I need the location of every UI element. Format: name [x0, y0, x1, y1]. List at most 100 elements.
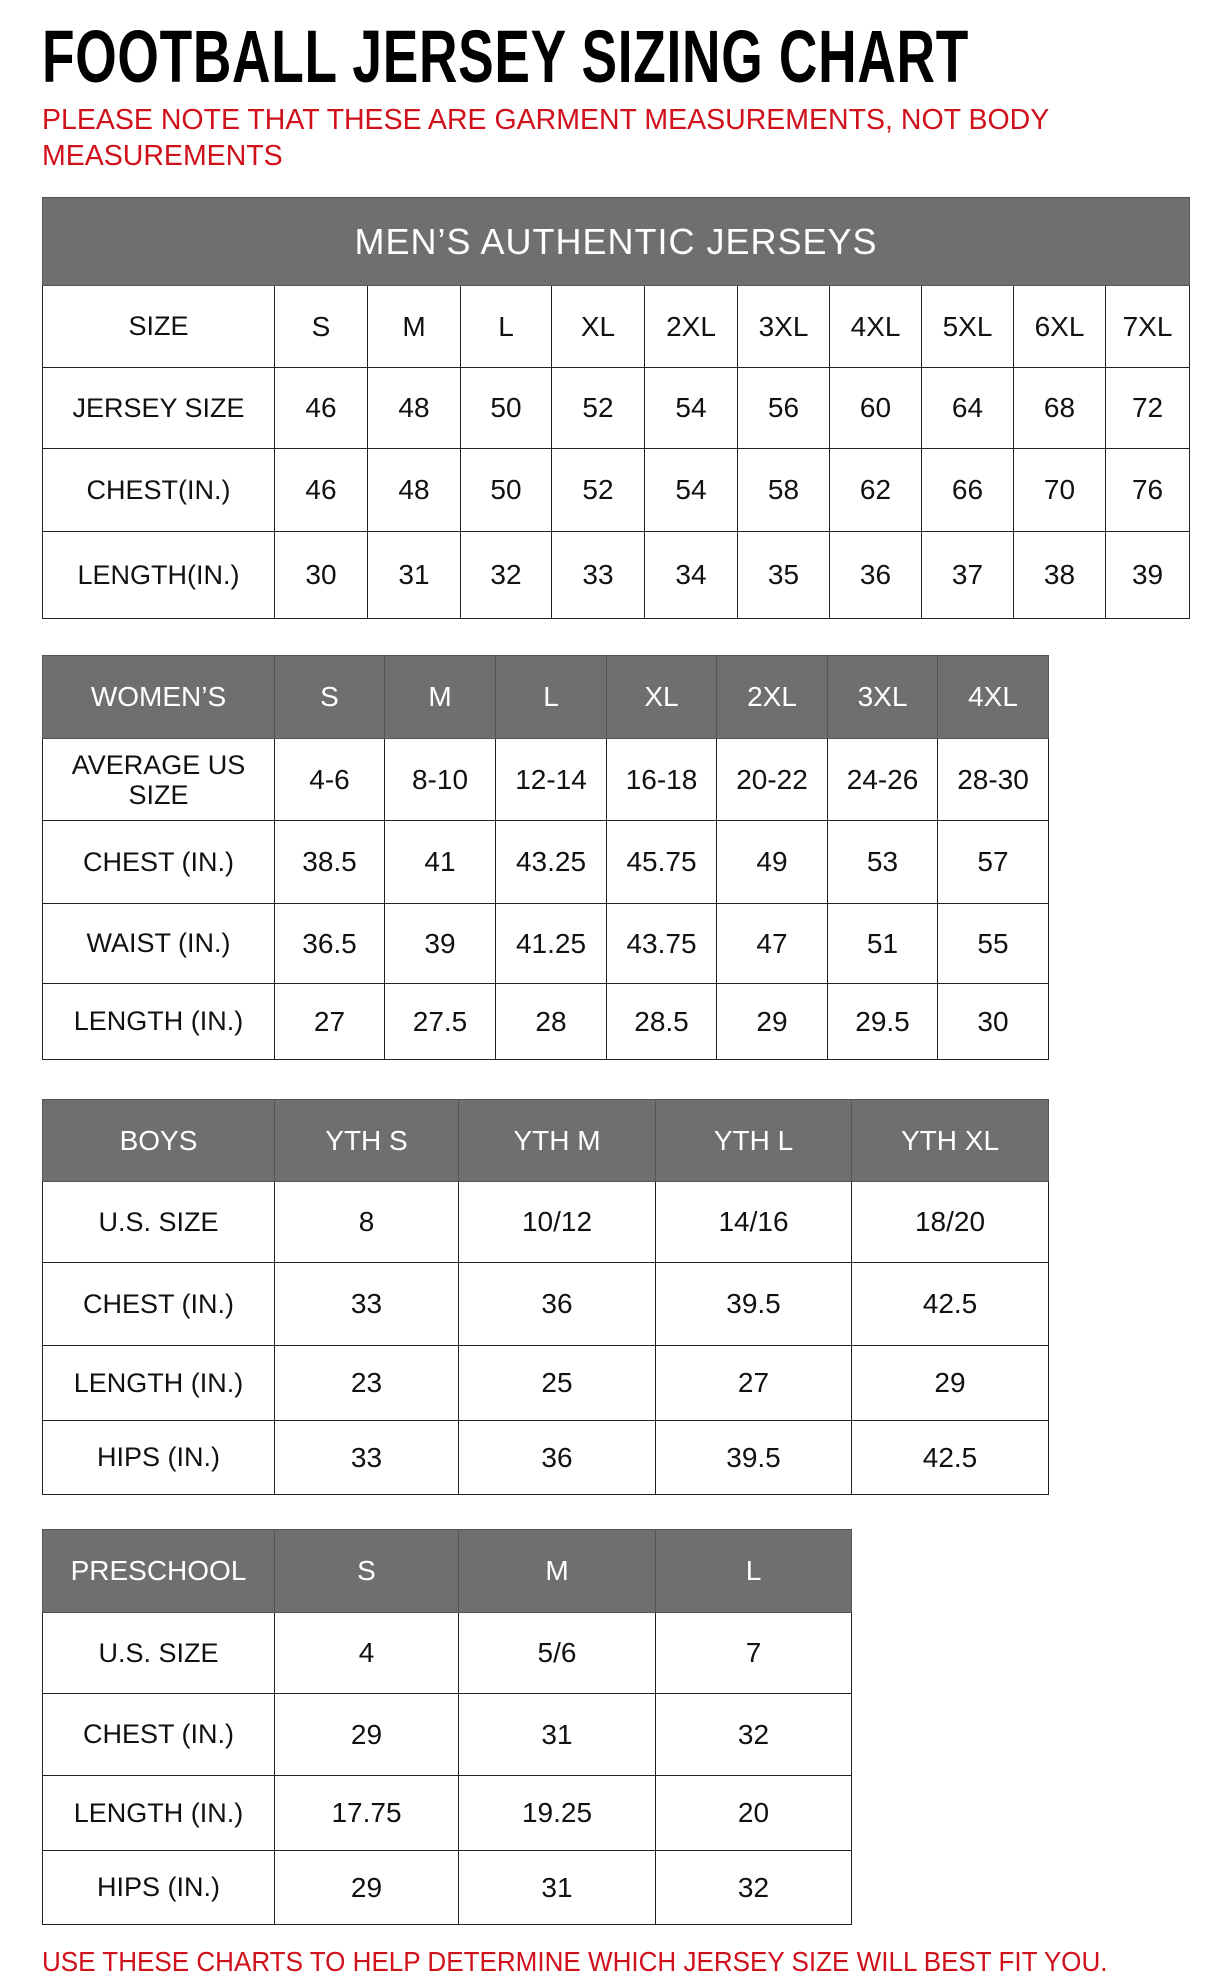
row-label-cell: U.S. SIZE [42, 1612, 275, 1694]
value-cell: 29 [851, 1345, 1049, 1421]
size-header-cell: XL [606, 655, 717, 739]
table-row: U.S. SIZE 4 5/6 7 [42, 1612, 852, 1694]
table-row: HIPS (IN.) 29 31 32 [42, 1850, 852, 1925]
row-label-cell: U.S. SIZE [42, 1181, 275, 1263]
value-cell: 54 [644, 448, 738, 532]
value-cell: 53 [827, 820, 938, 904]
value-cell: 48 [367, 448, 461, 532]
value-cell: 51 [827, 903, 938, 984]
size-header-cell: L [495, 655, 607, 739]
value-cell: 39 [1104, 531, 1191, 619]
value-cell: 20 [655, 1775, 852, 1851]
size-header-cell: 4XL [937, 655, 1049, 739]
value-cell: 33 [551, 531, 645, 619]
header-label-cell: BOYS [42, 1099, 275, 1182]
size-header-cell: XL [551, 285, 645, 368]
womens-table: WOMEN’S S M L XL 2XL 3XL 4XL AVERAGE US SIZE 4-6 8… [42, 655, 1049, 1060]
size-header-cell: 4XL [829, 285, 922, 368]
table-row: JERSEY SIZE 46 48 50 52 54 56 60 64 68 72 [42, 367, 1191, 449]
row-label-cell: HIPS (IN.) [42, 1420, 275, 1495]
value-cell: 7 [655, 1612, 852, 1694]
size-header-cell: S [274, 1529, 459, 1613]
table-row: CHEST (IN.) 33 36 39.5 42.5 [42, 1262, 1049, 1346]
value-cell: 36 [829, 531, 922, 619]
row-label-cell: CHEST (IN.) [42, 1262, 275, 1346]
value-cell: 29 [716, 983, 828, 1060]
value-cell: 57 [937, 820, 1049, 904]
garment-measurement-note: PLEASE NOTE THAT THESE ARE GARMENT MEASU… [42, 104, 1049, 172]
value-cell: 46 [274, 367, 368, 449]
table-row: LENGTH(IN.) 30 31 32 33 34 35 36 37 38 39 [42, 531, 1191, 619]
row-label-cell: WAIST (IN.) [42, 903, 275, 984]
value-cell: 46 [274, 448, 368, 532]
value-cell: 5/6 [458, 1612, 656, 1694]
row-label-cell: LENGTH (IN.) [42, 1345, 275, 1421]
value-cell: 8 [274, 1181, 459, 1263]
value-cell: 29 [274, 1693, 459, 1776]
value-cell: 8-10 [384, 738, 496, 821]
row-label-cell: LENGTH (IN.) [42, 983, 275, 1060]
size-header-cell: YTH L [655, 1099, 852, 1182]
value-cell: 42.5 [851, 1262, 1049, 1346]
table-row: CHEST (IN.) 29 31 32 [42, 1693, 852, 1776]
value-cell: 10/12 [458, 1181, 656, 1263]
row-label-cell: CHEST (IN.) [42, 820, 275, 904]
footer-note: USE THESE CHARTS TO HELP DETERMINE WHICH… [42, 1946, 1108, 1977]
value-cell: 28 [495, 983, 607, 1060]
table-row: CHEST (IN.) 38.5 41 43.25 45.75 49 53 57 [42, 820, 1049, 904]
table-row: CHEST(IN.) 46 48 50 52 54 58 62 66 70 76 [42, 448, 1191, 532]
size-header-cell: 6XL [1013, 285, 1106, 368]
value-cell: 58 [737, 448, 830, 532]
header-row: BOYS YTH S YTH M YTH L YTH XL [42, 1099, 1049, 1182]
row-label-cell: AVERAGE US SIZE [42, 738, 275, 821]
value-cell: 37 [921, 531, 1014, 619]
header-row: WOMEN’S S M L XL 2XL 3XL 4XL [42, 655, 1049, 739]
value-cell: 31 [367, 531, 461, 619]
value-cell: 36.5 [274, 903, 385, 984]
size-header-cell: YTH M [458, 1099, 656, 1182]
value-cell: 38.5 [274, 820, 385, 904]
size-header-cell: S [274, 285, 368, 368]
value-cell: 36 [458, 1420, 656, 1495]
value-cell: 47 [716, 903, 828, 984]
table-row: LENGTH (IN.) 17.75 19.25 20 [42, 1775, 852, 1851]
value-cell: 52 [551, 448, 645, 532]
value-cell: 30 [937, 983, 1049, 1060]
value-cell: 36 [458, 1262, 656, 1346]
size-header-cell: M [458, 1529, 656, 1613]
row-label-cell: LENGTH(IN.) [42, 531, 275, 619]
value-cell: 42.5 [851, 1420, 1049, 1495]
value-cell: 31 [458, 1693, 656, 1776]
value-cell: 66 [921, 448, 1014, 532]
size-header-cell: 7XL [1104, 285, 1191, 368]
size-header-cell: L [460, 285, 552, 368]
value-cell: 38 [1013, 531, 1106, 619]
value-cell: 33 [274, 1262, 459, 1346]
table-row: AVERAGE US SIZE 4-6 8-10 12-14 16-18 20-22 24-… [42, 738, 1049, 821]
header-row: PRESCHOOL S M L [42, 1529, 852, 1613]
value-cell: 31 [458, 1850, 656, 1925]
value-cell: 49 [716, 820, 828, 904]
size-header-cell: YTH S [274, 1099, 459, 1182]
value-cell: 32 [655, 1693, 852, 1776]
value-cell: 27.5 [384, 983, 496, 1060]
value-cell: 25 [458, 1345, 656, 1421]
value-cell: 76 [1104, 448, 1191, 532]
value-cell: 34 [644, 531, 738, 619]
value-cell: 72 [1104, 367, 1191, 449]
size-row: SIZE S M L XL 2XL 3XL 4XL 5XL 6XL 7XL [42, 285, 1191, 368]
header-label-cell: PRESCHOOL [42, 1529, 275, 1613]
size-header-cell: 2XL [716, 655, 828, 739]
value-cell: 41 [384, 820, 496, 904]
table-row: LENGTH (IN.) 23 25 27 29 [42, 1345, 1049, 1421]
value-cell: 32 [460, 531, 552, 619]
value-cell: 12-14 [495, 738, 607, 821]
value-cell: 29.5 [827, 983, 938, 1060]
value-cell: 39.5 [655, 1262, 852, 1346]
row-label-cell: CHEST (IN.) [42, 1693, 275, 1776]
value-cell: 28.5 [606, 983, 717, 1060]
size-header-cell: 2XL [644, 285, 738, 368]
value-cell: 41.25 [495, 903, 607, 984]
row-label-cell: LENGTH (IN.) [42, 1775, 275, 1851]
value-cell: 19.25 [458, 1775, 656, 1851]
